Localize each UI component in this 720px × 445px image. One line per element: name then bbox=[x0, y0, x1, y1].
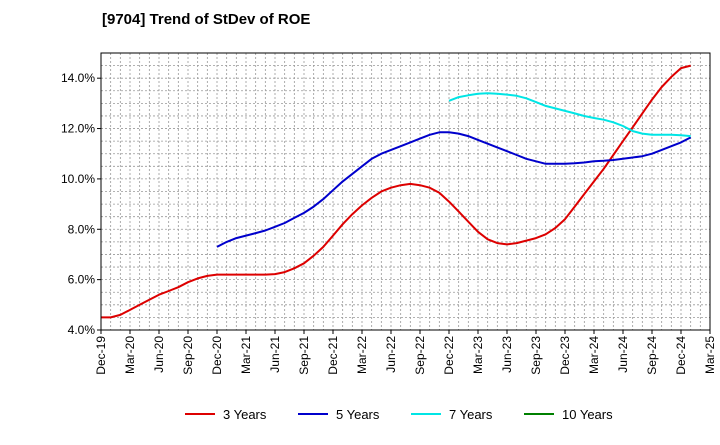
series-line-5-years bbox=[216, 131, 692, 248]
x-tick-label: Mar-22 bbox=[355, 336, 369, 374]
x-tick-label: Sep-20 bbox=[181, 336, 195, 375]
legend-label: 7 Years bbox=[449, 407, 493, 422]
x-tick-label: Sep-22 bbox=[413, 336, 427, 375]
legend-label: 10 Years bbox=[562, 407, 613, 422]
x-tick-label: Jun-24 bbox=[616, 336, 630, 373]
y-tick-label: 14.0% bbox=[61, 71, 95, 85]
y-tick-label: 10.0% bbox=[61, 172, 95, 186]
plot-area-border bbox=[100, 52, 711, 331]
x-tick-label: Jun-21 bbox=[268, 336, 282, 373]
x-tick-label: Dec-20 bbox=[210, 336, 224, 375]
x-tick-label: Sep-23 bbox=[529, 336, 543, 375]
x-tick-label: Mar-25 bbox=[703, 336, 717, 374]
x-axis-ticks: Dec-19 Mar-20 Jun-20 Sep-20 Dec-20 Mar-21 Jun-… bbox=[94, 330, 717, 375]
x-tick-label: Sep-21 bbox=[297, 336, 311, 375]
x-tick-label: Jun-22 bbox=[384, 336, 398, 373]
legend-label: 5 Years bbox=[336, 407, 380, 422]
y-tick-label: 4.0% bbox=[68, 323, 96, 337]
y-tick-label: 8.0% bbox=[68, 222, 96, 236]
x-tick-label: Jun-23 bbox=[500, 336, 514, 373]
y-tick-label: 6.0% bbox=[68, 273, 96, 287]
x-tick-label: Mar-21 bbox=[239, 336, 253, 374]
x-tick-label: Mar-23 bbox=[471, 336, 485, 374]
x-tick-label: Sep-24 bbox=[645, 336, 659, 375]
x-tick-label: Dec-21 bbox=[326, 336, 340, 375]
legend-label: 3 Years bbox=[223, 407, 267, 422]
x-tick-label: Mar-20 bbox=[123, 336, 137, 374]
series-lines bbox=[101, 64, 692, 319]
x-tick-label: Dec-23 bbox=[558, 336, 572, 375]
series-line-3-years bbox=[101, 64, 691, 319]
chart-title: [9704] Trend of StDev of ROE bbox=[102, 11, 310, 28]
x-tick-label: Dec-19 bbox=[94, 336, 108, 375]
series-line-7-years bbox=[448, 92, 691, 138]
y-tick-label: 12.0% bbox=[61, 122, 95, 136]
grid-lines bbox=[100, 52, 711, 331]
legend: 3 Years 5 Years 7 Years 10 Years bbox=[185, 407, 613, 422]
x-tick-label: Mar-24 bbox=[587, 336, 601, 374]
x-tick-label: Dec-24 bbox=[674, 336, 688, 375]
x-tick-label: Jun-20 bbox=[152, 336, 166, 373]
x-tick-label: Dec-22 bbox=[442, 336, 456, 375]
y-axis-ticks: 4.0% 6.0% 8.0% 10.0% 12.0% 14.0% bbox=[61, 71, 101, 337]
